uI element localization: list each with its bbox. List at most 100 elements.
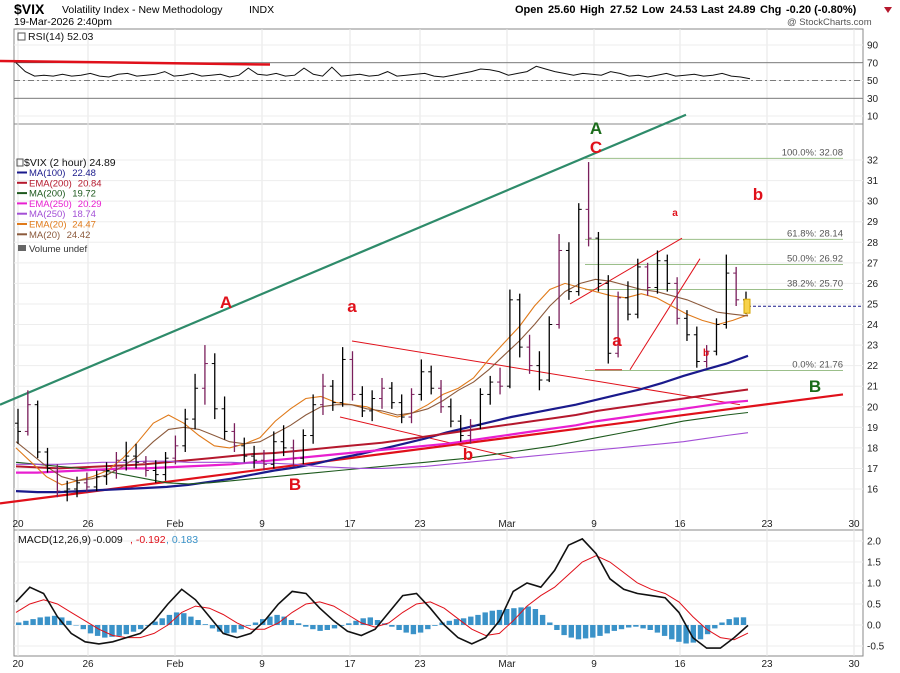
x-tick-label-macd: 26	[82, 659, 94, 670]
macd-histogram-bar	[102, 625, 108, 638]
x-tick-label: Mar	[498, 519, 516, 530]
fib-level-label: 61.8%: 28.14	[787, 228, 843, 239]
macd-histogram-bar	[489, 610, 495, 625]
price-y-tick-label: 31	[867, 176, 879, 187]
x-tick-label-macd: 23	[761, 659, 773, 670]
wave-annotation: A	[590, 119, 602, 138]
macd-histogram-bar	[87, 625, 94, 634]
macd-histogram-bar	[374, 620, 381, 625]
macd-histogram-bar	[30, 619, 36, 625]
price-y-tick-label: 22	[867, 361, 879, 372]
macd-histogram-bar	[116, 625, 122, 636]
moving-average-line	[15, 354, 749, 494]
macd-histogram-bar	[94, 625, 101, 636]
rsi-y-tick-label: 90	[867, 41, 879, 52]
rsi-panel	[0, 59, 863, 99]
x-tick-label: 20	[12, 519, 24, 530]
macd-histogram-bar	[295, 623, 302, 625]
macd-histogram-bar	[575, 625, 582, 640]
price-legend-icon	[16, 158, 24, 167]
channel-line-upper	[351, 340, 741, 406]
wave-annotation: b	[753, 185, 763, 204]
macd-histogram-bar	[367, 617, 373, 625]
macd-title-part: , -0.192	[130, 534, 166, 546]
macd-histogram-bar	[202, 624, 208, 625]
grid-lines	[14, 29, 863, 656]
ma-legend-value: 22.48	[72, 168, 96, 179]
macd-histogram-bar	[482, 612, 488, 625]
wave-annotation: C	[590, 138, 602, 157]
wedge-line-lower	[629, 258, 701, 371]
macd-histogram-bar	[173, 612, 180, 625]
fib-level-label: 38.2%: 25.70	[787, 279, 843, 290]
ma-legend-label: MA(100)	[29, 168, 65, 179]
macd-histogram-bar	[697, 625, 704, 640]
macd-histogram-bar	[231, 625, 237, 633]
x-tick-label-macd: Feb	[166, 659, 184, 670]
macd-histogram-bar	[274, 614, 280, 625]
price-y-tick-label: 26	[867, 279, 879, 290]
macd-histogram-bar	[661, 625, 668, 636]
moving-average-line	[15, 388, 749, 470]
macd-histogram-bar	[439, 622, 445, 625]
exchange-label: INDX	[249, 4, 274, 16]
macd-histogram-bar	[719, 622, 725, 625]
macd-histogram-bar	[238, 625, 244, 630]
x-tick-label: 9	[591, 519, 597, 530]
price-y-tick-label: 25	[867, 299, 879, 310]
macd-histogram-bar	[475, 614, 481, 625]
x-tick-label: 23	[761, 519, 773, 530]
macd-histogram-bar	[338, 625, 345, 626]
x-tick-label-macd: Mar	[498, 659, 516, 670]
moving-average-line	[15, 278, 749, 482]
x-tick-label: 26	[82, 519, 94, 530]
macd-histogram-bar	[130, 625, 137, 632]
macd-histogram-bar	[353, 620, 359, 625]
volume-legend-icon	[18, 245, 26, 251]
macd-histogram-bar	[389, 625, 395, 627]
macd-histogram-bar	[44, 616, 51, 625]
macd-histogram-bar	[690, 625, 696, 643]
macd-panel	[15, 537, 749, 649]
x-tick-label: 16	[674, 519, 686, 530]
x-tick-label-macd: 20	[12, 659, 24, 670]
macd-title-part: -0.009	[93, 534, 123, 546]
red-trend-line	[0, 393, 844, 505]
price-y-tick-label: 29	[867, 217, 879, 228]
ma-legend-label: EMA(20)	[29, 220, 66, 231]
macd-line	[15, 537, 749, 649]
price-y-tick-label: 16	[867, 485, 879, 496]
x-tick-label-macd: 9	[591, 659, 597, 670]
volume-legend-label: Volume undef	[29, 244, 87, 255]
high-label: High	[580, 4, 605, 16]
macd-histogram-bar	[188, 616, 194, 625]
axis-labels: 20 20 26 26 Feb Feb 9 9 17 17 23 23 Mar Mar 9 9 16 16 23 23…	[12, 41, 884, 671]
macd-histogram-bar	[417, 625, 424, 633]
macd-y-tick-label: 1.0	[867, 579, 881, 590]
chg-label: Chg	[760, 4, 781, 16]
macd-histogram-bar	[446, 620, 452, 625]
x-tick-label-macd: 17	[344, 659, 356, 670]
macd-histogram-bar	[590, 625, 596, 638]
rsi-title: RSI(14) 52.03	[28, 31, 94, 43]
macd-histogram-bar	[66, 620, 72, 625]
fib-level-label: 0.0%: 21.76	[792, 360, 843, 371]
price-y-tick-label: 17	[867, 464, 879, 475]
x-tick-label: 9	[259, 519, 265, 530]
macd-histogram-bar	[568, 625, 574, 638]
wave-annotation: B	[809, 377, 821, 396]
macd-histogram-bar	[159, 618, 165, 625]
green-trend-line	[0, 113, 687, 406]
chg-value: -0.20 (-0.80%)	[786, 4, 857, 16]
macd-histogram-bar	[360, 618, 366, 625]
macd-y-tick-label: 0.5	[867, 600, 881, 611]
macd-histogram-bar	[582, 625, 589, 639]
rsi-y-tick-label: 10	[867, 112, 879, 123]
wave-annotation: B	[289, 475, 301, 494]
low-label: Low	[642, 4, 664, 16]
low-value: 24.53	[670, 4, 698, 16]
wave-annotation: a	[347, 297, 357, 316]
macd-histogram-bar	[288, 620, 295, 625]
macd-histogram-bar	[633, 625, 639, 627]
